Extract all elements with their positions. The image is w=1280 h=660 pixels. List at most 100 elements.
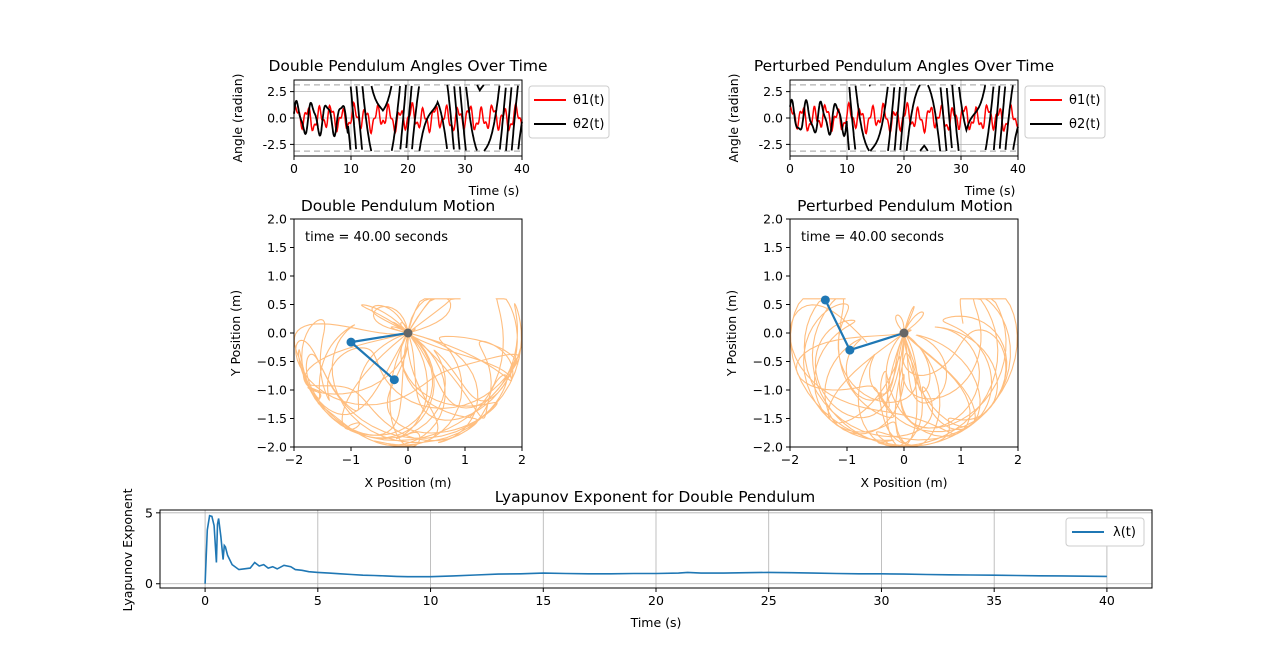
theta2-line [370,85,393,113]
p-angles-perturbed-xtick-label: 40 [1010,161,1026,176]
lyapunov-xtick-label: 10 [423,593,439,608]
motion-perturbed-x-ticks: −2 −1 0 1 2 [781,447,1022,467]
p-motion-xtick-label: 2 [518,452,526,467]
p-motion-ytick-label: 1.0 [267,269,287,284]
theta2-line [399,85,407,150]
p-motion-xtick-label: −2 [285,452,303,467]
angles-y-ticks: 2.5 0.0 -2.5 [263,84,294,152]
theta2-line [984,86,995,151]
theta2-line [939,87,948,152]
angles-perturbed-series [789,84,1019,152]
p-motion-perturbed-xtick-label: −1 [838,452,856,467]
p-motion-ytick-label: −1.5 [257,411,287,426]
lyapunov-x-ticks: 0 5 10 15 20 25 30 35 40 [201,588,1115,608]
theta2-line [459,86,467,151]
p-motion-perturbed-ytick-label: 2.0 [763,212,783,227]
angles-ylabel: Angle (radian) [230,73,245,162]
motion-time-annotation: time = 40.00 seconds [305,230,448,245]
p-motion-perturbed-ytick-label: −0.5 [753,354,783,369]
p-motion-perturbed-ytick-label: −1.5 [753,411,783,426]
pivot-point [403,328,413,338]
theta2-line [411,86,420,150]
angles-perturbed-xlabel: Time (s) [964,183,1016,198]
p-motion-ytick-label: 0.0 [267,326,287,341]
theta2-line [905,84,921,152]
p-angles-perturbed-ytick-label: 2.5 [763,84,783,99]
legend-label-theta2-perturbed: θ2(t) [1069,117,1100,132]
theta2-line [505,87,513,151]
theta2-line [789,98,850,151]
lyapunov-xtick-label: 5 [314,593,322,608]
mass-2 [820,295,830,305]
lyapunov-grid [160,510,1152,588]
theta2-line [293,99,352,150]
p-motion-ytick-label: 0.5 [267,297,287,312]
motion-perturbed-pendulum [820,295,909,355]
mass-1 [845,345,855,355]
p-motion-perturbed-ytick-label: 1.0 [763,269,783,284]
angles-perturbed-y-ticks: 2.5 0.0 -2.5 [759,84,790,152]
motion-panel: Double Pendulum Motion time = 40.00 seco… [228,197,526,490]
p-motion-perturbed-ytick-label: 0.0 [763,326,783,341]
p-motion-xtick-label: 0 [404,452,412,467]
theta2-line [958,85,987,134]
theta2-line [945,87,953,149]
lyapunov-legend-box [1065,517,1145,547]
angles-legend: θ1(t) θ2(t) [528,85,610,139]
p-angles-xtick-label: 30 [457,161,473,176]
rod-lower [350,341,396,381]
legend-label-lambda: λ(t) [1113,525,1136,540]
theta2-line [453,86,461,150]
lyapunov-xtick-label: 35 [986,593,1002,608]
p-motion-ytick-label: −1.0 [257,383,287,398]
p-angles-xtick-label: 0 [290,161,298,176]
angles-limit-lines [294,84,522,152]
lyapunov-title: Lyapunov Exponent for Double Pendulum [495,488,816,506]
motion-trace [293,298,522,448]
p-motion-perturbed-xtick-label: 0 [900,452,908,467]
p-angles-perturbed-ytick-label: 0.0 [763,111,783,126]
angles-perturbed-panel: Perturbed Pendulum Angles Over Time 0 10 2… [726,57,1106,198]
motion-pendulum [346,328,413,385]
p-motion-ytick-label: −0.5 [257,354,287,369]
theta2-line [498,87,507,150]
legend-label-theta1: θ1(t) [573,93,604,108]
lyapunov-xtick-label: 0 [201,593,209,608]
theta2-line [361,86,373,152]
angles-title: Double Pendulum Angles Over Time [268,57,547,75]
motion-perturbed-ylabel: Y Position (m) [724,290,739,377]
theta2-line [869,86,889,152]
p-angles-ytick-label: -2.5 [263,137,287,152]
theta2-line [887,87,896,152]
p-angles-perturbed-xtick-label: 20 [896,161,912,176]
angles-panel: Double Pendulum Angles Over Time 0 10 20 30… [230,57,610,198]
lyapunov-panel: Lyapunov Exponent for Double Pendulum 0 5… [120,488,1153,630]
angles-perturbed-legend: θ1(t) θ2(t) [1024,85,1106,139]
theta2-line [848,86,857,150]
p-motion-xtick-label: 1 [461,452,469,467]
motion-xlabel: X Position (m) [364,475,451,490]
trajectory-path [293,298,522,448]
p-motion-perturbed-ytick-label: −2.0 [753,440,783,455]
theta1-line [293,100,523,135]
p-angles-perturbed-xtick-label: 0 [786,161,794,176]
lyapunov-xtick-label: 20 [648,593,664,608]
lyapunov-xtick-label: 30 [874,593,890,608]
mass-1 [346,337,356,347]
rod-upper [849,331,905,352]
motion-perturbed-time-annotation: time = 40.00 seconds [801,230,944,245]
p-motion-xtick-label: −1 [342,452,360,467]
motion-ylabel: Y Position (m) [228,290,243,377]
angles-perturbed-limit-lines [790,84,1018,152]
motion-x-ticks: −2 −1 0 1 2 [285,447,526,467]
theta2-line [992,85,1001,151]
p-angles-perturbed-ytick-label: -2.5 [759,137,783,152]
lyapunov-xlabel: Time (s) [630,615,682,630]
p-angles-xtick-label: 20 [400,161,416,176]
theta2-line [854,85,870,152]
rod-upper [350,331,409,344]
motion-title: Double Pendulum Motion [301,197,495,215]
lyapunov-xtick-label: 40 [1099,593,1115,608]
theta2-line [927,84,942,152]
